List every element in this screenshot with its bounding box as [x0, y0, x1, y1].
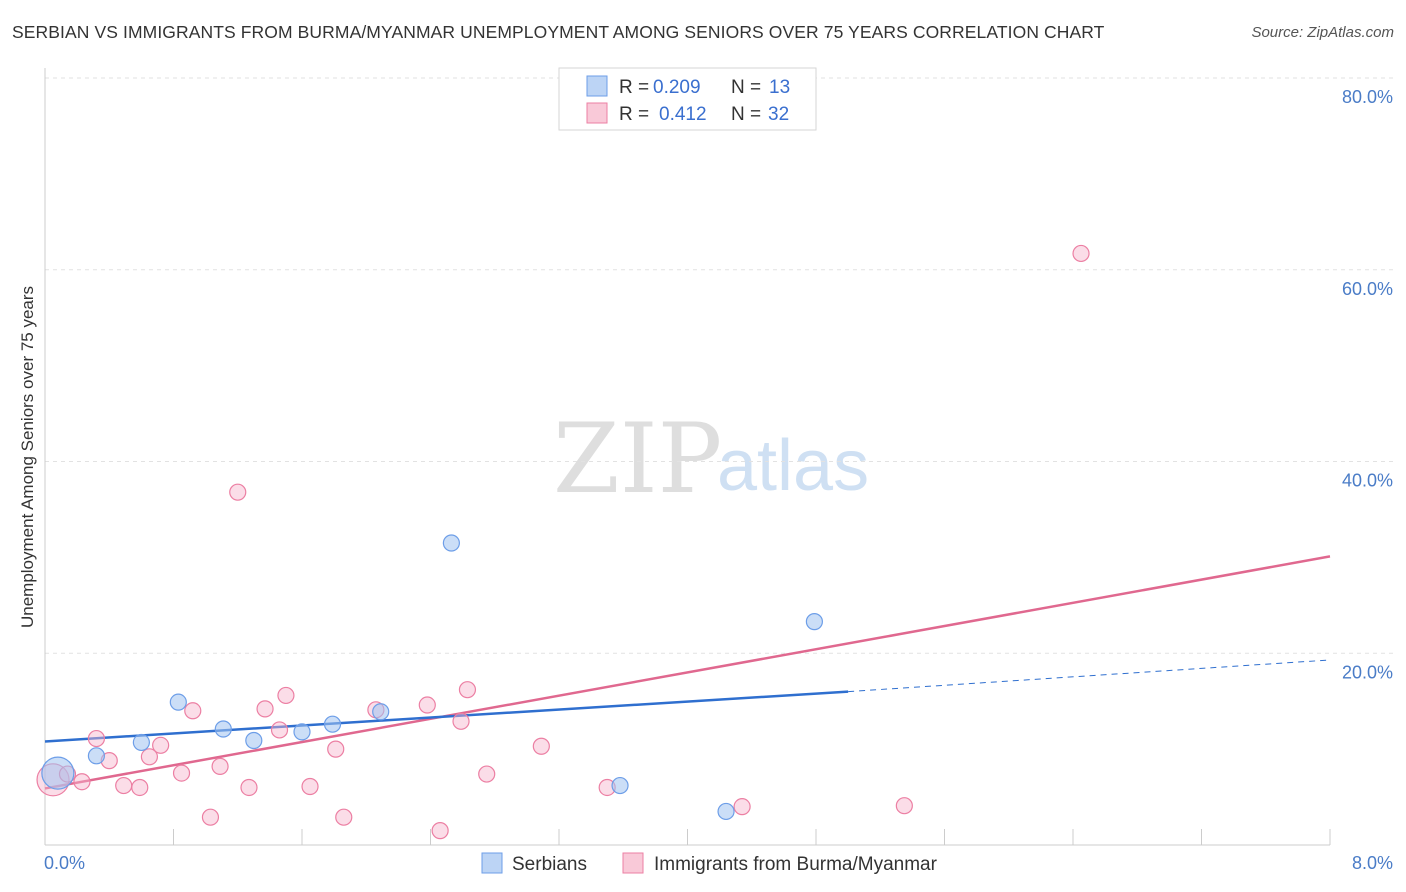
x-tick-label-max: 8.0% — [1352, 853, 1393, 873]
trend-lines — [44, 555, 1331, 790]
point-serbians — [169, 693, 187, 711]
legend-r-label: R = — [619, 104, 649, 125]
point-burma — [256, 700, 274, 718]
point-serbians — [132, 733, 150, 752]
legend-swatch-serbians — [586, 75, 608, 97]
watermark-atlas: atlas — [717, 426, 869, 506]
point-burma — [140, 748, 159, 766]
legend-bottom: Serbians Immigrants from Burma/Myanmar — [481, 852, 938, 875]
trend-line-burma — [44, 555, 1331, 790]
point-serbians — [214, 720, 232, 738]
source-credit: Source: ZipAtlas.com — [1251, 24, 1394, 41]
point-burma — [458, 681, 477, 699]
point-burma — [240, 778, 258, 797]
data-points — [36, 244, 1090, 840]
y-tick-label: 60.0% — [1342, 279, 1393, 299]
point-serbians — [372, 703, 390, 721]
y-tick-label: 40.0% — [1342, 471, 1393, 491]
point-burma — [73, 773, 91, 791]
point-burma — [418, 696, 436, 714]
point-serbians — [87, 747, 106, 765]
point-burma — [131, 778, 149, 797]
y-tick-label: 80.0% — [1342, 87, 1393, 107]
point-serbians — [293, 723, 311, 741]
point-burma — [452, 712, 470, 730]
point-serbians — [442, 534, 460, 552]
legend-r-value: 0.209 — [653, 77, 701, 98]
watermark-zip: ZIP — [553, 403, 722, 515]
y-axis-label: Unemployment Among Seniors over 75 years — [18, 286, 37, 628]
point-serbians — [717, 802, 735, 821]
point-burma — [431, 822, 449, 840]
legend-bottom-label-burma: Immigrants from Burma/Myanmar — [654, 854, 938, 875]
y-tick-label: 20.0% — [1342, 662, 1393, 682]
point-burma — [184, 702, 202, 720]
point-serbians — [323, 715, 342, 733]
legend-r-label: R = — [619, 77, 649, 98]
legend-bottom-swatch-burma — [622, 852, 644, 874]
point-burma — [532, 737, 550, 755]
point-burma — [895, 797, 913, 815]
legend-n-label: N = — [731, 104, 761, 125]
legend-n-value: 32 — [768, 104, 789, 125]
trend-line-serbians — [44, 690, 849, 743]
point-burma — [152, 736, 170, 754]
point-burma — [335, 808, 353, 826]
legend-top: R = 0.209 N = 13 R = 0.412 N = 32 — [558, 67, 817, 131]
point-burma — [733, 798, 751, 816]
x-tick-label-min: 0.0% — [44, 853, 85, 873]
point-burma — [1072, 244, 1090, 263]
point-burma — [201, 808, 220, 826]
gridlines — [45, 77, 1393, 654]
point-burma — [172, 764, 191, 782]
legend-n-label: N = — [731, 77, 761, 98]
point-serbians — [245, 731, 263, 750]
point-burma — [229, 483, 247, 501]
point-serbians — [611, 776, 629, 795]
point-burma — [327, 740, 345, 758]
legend-swatch-burma — [586, 102, 608, 124]
point-burma — [301, 777, 319, 796]
point-burma — [478, 765, 496, 783]
point-burma — [87, 729, 106, 748]
point-serbians — [805, 613, 823, 631]
chart-title: SERBIAN VS IMMIGRANTS FROM BURMA/MYANMAR… — [12, 22, 1105, 42]
trend-line-serbians-extension — [848, 659, 1331, 693]
y-tick-labels: 20.0% 40.0% 60.0% 80.0% — [1342, 87, 1393, 682]
point-burma — [115, 776, 133, 795]
point-burma — [277, 686, 295, 705]
point-serbians — [41, 756, 75, 790]
watermark: ZIP atlas — [553, 403, 869, 515]
legend-n-value: 13 — [769, 77, 790, 98]
point-burma — [270, 721, 289, 739]
legend-r-value: 0.412 — [659, 104, 707, 125]
point-burma — [211, 757, 229, 775]
legend-bottom-swatch-serbians — [481, 852, 503, 874]
legend-bottom-label-serbians: Serbians — [512, 854, 587, 875]
x-ticks — [44, 829, 1331, 845]
